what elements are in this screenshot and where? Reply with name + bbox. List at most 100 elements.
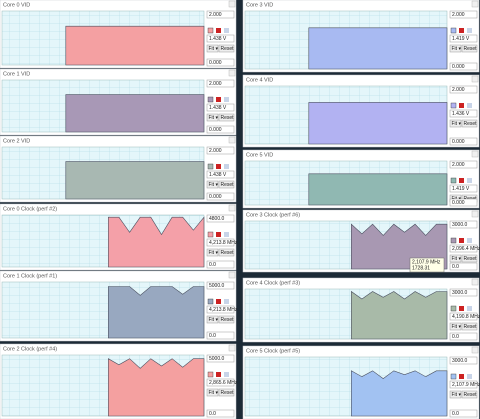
color-swatch[interactable]	[224, 299, 229, 304]
close-box[interactable]	[228, 204, 236, 212]
reset-button-label[interactable]: Reset	[464, 121, 478, 127]
color-swatch[interactable]	[450, 305, 457, 312]
color-swatch[interactable]	[207, 96, 214, 103]
color-swatch[interactable]	[207, 231, 214, 238]
tooltip	[409, 257, 445, 273]
fit-button[interactable]	[449, 322, 462, 331]
fit-button[interactable]	[206, 180, 219, 189]
fit-button[interactable]	[449, 119, 462, 128]
color-swatch[interactable]	[467, 28, 472, 33]
reset-button-label[interactable]: Reset	[221, 115, 235, 121]
color-swatch[interactable]	[216, 164, 221, 169]
fit-button-label[interactable]: Fit ▾	[452, 392, 462, 398]
color-swatch[interactable]	[224, 97, 229, 102]
fit-button-label[interactable]: Fit ▾	[209, 115, 219, 121]
fit-button-label[interactable]: Fit ▾	[452, 121, 462, 127]
reset-button[interactable]	[218, 44, 235, 53]
reset-button-label[interactable]: Reset	[221, 250, 235, 256]
current-value: 4,213.8 MHz	[209, 240, 238, 246]
fit-button-label[interactable]: Fit ▾	[452, 256, 462, 262]
fit-button[interactable]	[206, 44, 219, 53]
graph-fill	[108, 286, 205, 339]
close-box[interactable]	[228, 136, 236, 144]
reset-button-label[interactable]: Reset	[221, 46, 235, 52]
fit-button[interactable]	[206, 315, 219, 324]
min-label: 0.000	[209, 60, 222, 66]
close-box[interactable]	[471, 0, 479, 8]
color-swatch[interactable]	[216, 372, 221, 377]
close-box[interactable]	[228, 0, 236, 8]
reset-button-label[interactable]: Reset	[464, 256, 478, 262]
close-box[interactable]	[471, 346, 479, 354]
fit-button[interactable]	[206, 113, 219, 122]
fit-button-label[interactable]: Fit ▾	[452, 324, 462, 330]
color-swatch[interactable]	[450, 237, 457, 244]
fit-button-label[interactable]: Fit ▾	[452, 46, 462, 52]
color-swatch[interactable]	[216, 28, 221, 33]
graph-fill	[351, 290, 448, 340]
min-box	[449, 262, 478, 271]
color-swatch[interactable]	[467, 374, 472, 379]
color-swatch[interactable]	[459, 238, 464, 243]
color-swatch[interactable]	[224, 164, 229, 169]
color-swatch[interactable]	[207, 371, 214, 378]
color-swatch[interactable]	[216, 232, 221, 237]
reset-button[interactable]	[461, 322, 478, 331]
reset-button-label[interactable]: Reset	[464, 324, 478, 330]
color-swatch[interactable]	[450, 102, 457, 109]
reset-button[interactable]	[218, 248, 235, 257]
reset-button-label[interactable]: Reset	[221, 390, 235, 396]
close-box[interactable]	[471, 278, 479, 286]
color-swatch[interactable]	[207, 298, 214, 305]
color-swatch[interactable]	[467, 178, 472, 183]
fit-button[interactable]	[449, 390, 462, 399]
fit-button-label[interactable]: Fit ▾	[209, 317, 219, 323]
color-swatch[interactable]	[459, 374, 464, 379]
max-box	[449, 220, 478, 229]
reset-button[interactable]	[218, 180, 235, 189]
fit-button-label[interactable]: Fit ▾	[209, 182, 219, 188]
max-label: 2.000	[209, 81, 222, 87]
color-swatch[interactable]	[224, 372, 229, 377]
close-box[interactable]	[228, 271, 236, 279]
fit-button[interactable]	[449, 254, 462, 263]
reset-button[interactable]	[461, 44, 478, 53]
color-swatch[interactable]	[216, 299, 221, 304]
color-swatch[interactable]	[224, 232, 229, 237]
color-swatch[interactable]	[467, 238, 472, 243]
color-swatch[interactable]	[224, 28, 229, 33]
color-swatch[interactable]	[459, 28, 464, 33]
color-swatch[interactable]	[450, 373, 457, 380]
fit-button[interactable]	[449, 44, 462, 53]
color-swatch[interactable]	[216, 97, 221, 102]
close-box[interactable]	[228, 69, 236, 77]
fit-button-label[interactable]: Fit ▾	[209, 390, 219, 396]
close-box[interactable]	[471, 210, 479, 218]
close-box[interactable]	[471, 150, 479, 158]
reset-button-label[interactable]: Reset	[464, 46, 478, 52]
color-swatch[interactable]	[207, 27, 214, 34]
fit-button-label[interactable]: Fit ▾	[209, 46, 219, 52]
reset-button[interactable]	[461, 254, 478, 263]
color-swatch[interactable]	[459, 103, 464, 108]
color-swatch[interactable]	[207, 163, 214, 170]
reset-button[interactable]	[218, 315, 235, 324]
color-swatch[interactable]	[467, 103, 472, 108]
close-box[interactable]	[228, 344, 236, 352]
color-swatch[interactable]	[467, 306, 472, 311]
reset-button-label[interactable]: Reset	[221, 182, 235, 188]
fit-button[interactable]	[206, 248, 219, 257]
color-swatch[interactable]	[459, 178, 464, 183]
reset-button[interactable]	[218, 388, 235, 397]
reset-button[interactable]	[461, 119, 478, 128]
reset-button-label[interactable]: Reset	[221, 317, 235, 323]
color-swatch[interactable]	[450, 177, 457, 184]
reset-button[interactable]	[461, 390, 478, 399]
reset-button[interactable]	[218, 113, 235, 122]
color-swatch[interactable]	[450, 27, 457, 34]
close-box[interactable]	[471, 75, 479, 83]
fit-button-label[interactable]: Fit ▾	[209, 250, 219, 256]
reset-button-label[interactable]: Reset	[464, 392, 478, 398]
fit-button[interactable]	[206, 388, 219, 397]
color-swatch[interactable]	[459, 306, 464, 311]
